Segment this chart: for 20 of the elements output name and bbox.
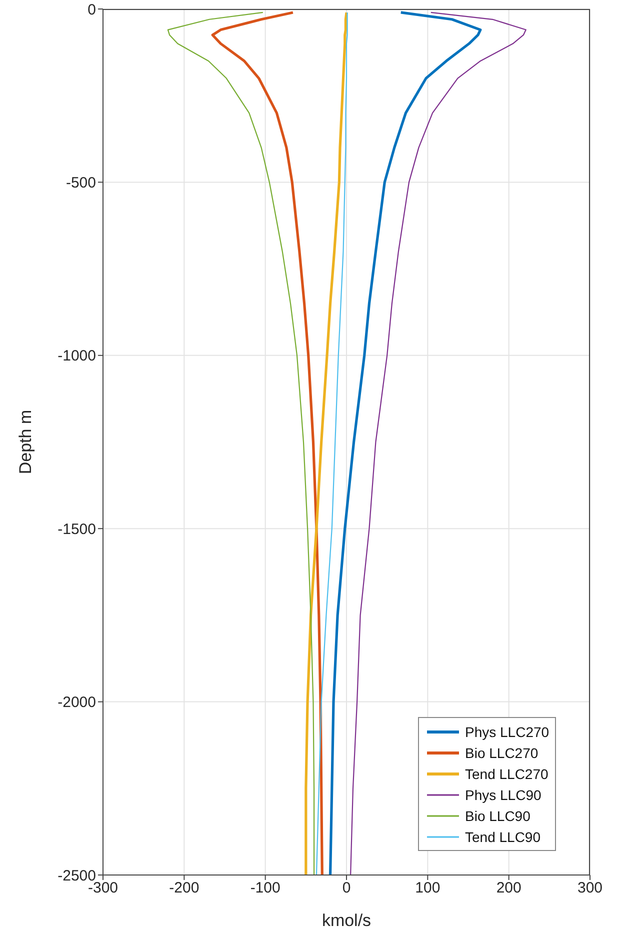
legend-label: Phys LLC90 [465,786,542,802]
y-axis-title: Depth m [16,410,36,474]
y-tick-label: -500 [66,174,96,192]
legend-label: Bio LLC270 [465,744,538,760]
legend-label: Tend LLC90 [465,828,541,844]
legend-label: Bio LLC90 [465,808,530,824]
y-tick-label: -1000 [58,348,96,365]
x-tick-label: 0 [342,880,351,897]
x-tick-label: -300 [88,880,118,897]
y-tick-label: -2000 [58,694,96,712]
x-tick-label: 100 [415,880,440,897]
y-tick-label: -1500 [58,520,96,538]
x-tick-label: 200 [496,880,522,897]
x-axis-title: kmol/s [322,911,372,930]
x-tick-label: -200 [169,880,200,897]
x-tick-label: -100 [250,880,280,897]
y-tick-label: 0 [88,1,96,18]
legend-label: Phys LLC270 [465,724,550,740]
x-tick-label: 300 [577,880,603,897]
legend-label: Tend LLC270 [465,766,548,782]
